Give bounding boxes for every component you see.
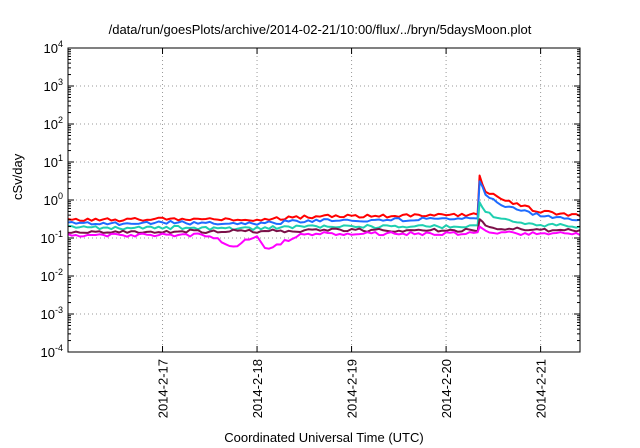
y-tick-label: 101 xyxy=(44,153,63,170)
x-axis-label: Coordinated Universal Time (UTC) xyxy=(224,430,424,445)
x-tick-label: 2014-2-18 xyxy=(250,359,265,418)
y-tick-label: 10-3 xyxy=(41,305,63,322)
y-tick-label: 10-4 xyxy=(41,343,63,360)
y-tick-label: 104 xyxy=(44,39,63,56)
chart-title: /data/run/goesPlots/archive/2014-02-21/1… xyxy=(108,22,532,37)
x-tick-label: 2014-2-19 xyxy=(345,359,360,418)
tick-layer: 10-4 10-3 10-2 10-1 100 101 102 103 104 2014-2-17… xyxy=(41,39,580,418)
x-tick-label: 2014-2-17 xyxy=(156,359,171,418)
series-line-2 xyxy=(67,180,581,226)
y-tick-label: 10-1 xyxy=(41,229,63,246)
y-tick-label: 103 xyxy=(44,77,63,94)
grid-layer xyxy=(68,48,580,352)
series-layer xyxy=(67,174,581,250)
y-tick-label: 102 xyxy=(44,115,63,132)
x-tick-label: 2014-2-21 xyxy=(534,359,549,418)
series-line-4 xyxy=(67,218,581,234)
y-tick-label: 100 xyxy=(44,191,63,208)
y-tick-label: 10-2 xyxy=(41,267,63,284)
series-line-5 xyxy=(67,225,581,250)
series-line-3 xyxy=(67,201,581,231)
series-line-1 xyxy=(67,174,581,223)
x-tick-label: 2014-2-20 xyxy=(439,359,454,418)
